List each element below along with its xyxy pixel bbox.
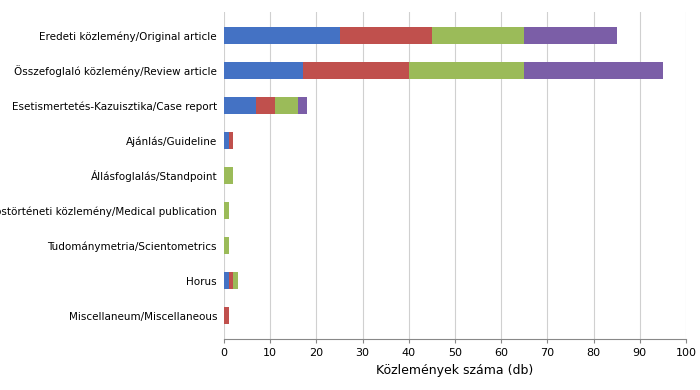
- Bar: [409, 62, 524, 79]
- Bar: [524, 62, 663, 79]
- Bar: [432, 27, 524, 44]
- Bar: [224, 202, 229, 219]
- Bar: [224, 272, 229, 289]
- Bar: [340, 27, 432, 44]
- Bar: [275, 97, 298, 114]
- Bar: [224, 27, 340, 44]
- X-axis label: Közlemények száma (db): Közlemények száma (db): [377, 364, 533, 377]
- Bar: [224, 62, 302, 79]
- Bar: [302, 62, 409, 79]
- Bar: [229, 272, 233, 289]
- Bar: [224, 307, 229, 324]
- Bar: [298, 97, 307, 114]
- Bar: [224, 97, 256, 114]
- Bar: [524, 27, 617, 44]
- Bar: [229, 132, 233, 149]
- Bar: [224, 167, 233, 184]
- Bar: [224, 132, 229, 149]
- Bar: [224, 237, 229, 254]
- Bar: [233, 272, 238, 289]
- Bar: [256, 97, 275, 114]
